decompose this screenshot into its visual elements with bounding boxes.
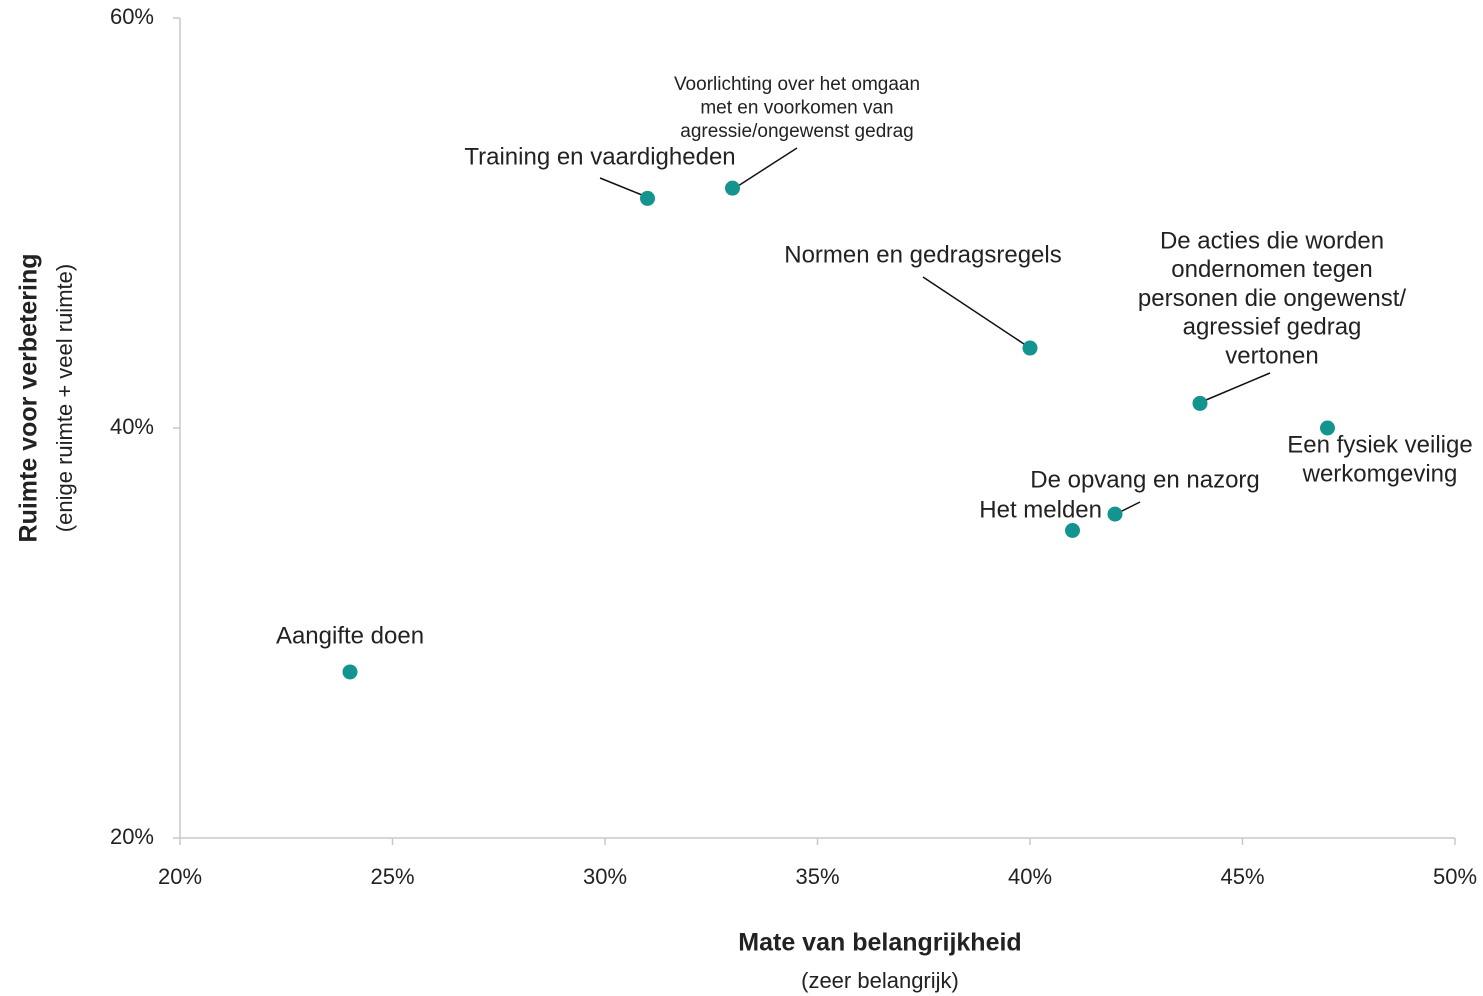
point-label: agressie/ongewenst gedrag: [680, 121, 913, 142]
point-label: Aangifte doen: [276, 622, 424, 649]
point-label: Training en vaardigheden: [464, 143, 735, 170]
point: [1065, 523, 1080, 538]
y-tick-label: 60%: [110, 4, 154, 29]
x-tick-label: 35%: [795, 864, 839, 889]
point-label: Voorlichting over het omgaan: [674, 74, 920, 95]
leader-line: [599, 177, 643, 196]
point: [342, 664, 358, 680]
point-label: personen die ongewenst/: [1138, 285, 1407, 312]
point-label: werkomgeving: [1302, 460, 1458, 487]
x-axis-subtitle: (zeer belangrijk): [801, 968, 959, 993]
point-label: De opvang en nazorg: [1030, 466, 1260, 493]
point: [640, 190, 655, 206]
x-tick-label: 50%: [1433, 864, 1477, 889]
point-label: ondernomen tegen: [1171, 256, 1373, 283]
point: [1192, 395, 1208, 411]
y-tick-label: 20%: [110, 824, 154, 849]
point-label: Normen en gedragsregels: [784, 241, 1062, 268]
x-tick-label: 20%: [158, 864, 202, 889]
point-label: vertonen: [1225, 343, 1318, 370]
point-label: De acties die worden: [1160, 227, 1384, 254]
point-label: agressief gedrag: [1183, 314, 1362, 341]
point: [725, 180, 740, 196]
point-label: Het melden: [979, 496, 1102, 523]
x-tick-label: 45%: [1220, 864, 1264, 889]
x-axis-title: Mate van belangrijkheid: [738, 929, 1021, 957]
x-tick-label: 25%: [370, 864, 414, 889]
point: [1320, 420, 1335, 436]
leader-line: [737, 147, 798, 187]
x-tick-label: 40%: [1008, 864, 1052, 889]
x-tick-label: 30%: [583, 864, 627, 889]
y-axis-title: Ruimte voor verbetering: [15, 254, 43, 543]
point: [1022, 340, 1038, 356]
leader-line: [1119, 501, 1141, 513]
point-label: Een fysiek veilige: [1287, 431, 1472, 458]
point: [1107, 506, 1123, 522]
leader-line: [1205, 372, 1271, 401]
y-axis-subtitle: (enige ruimte + veel ruimte): [52, 264, 77, 532]
y-tick-label: 40%: [110, 414, 154, 439]
point-label: met en voorkomen van: [700, 98, 893, 119]
leader-line: [922, 276, 1025, 345]
